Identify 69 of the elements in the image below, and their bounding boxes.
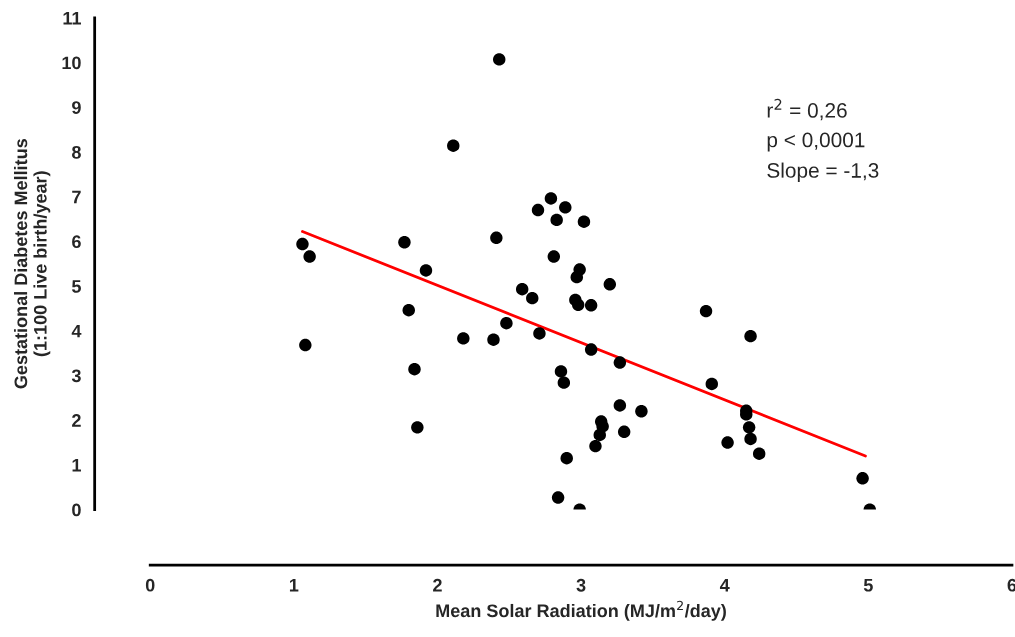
x-tick-label: 3 [576, 578, 586, 592]
point [550, 213, 563, 227]
point [408, 363, 421, 376]
point [398, 236, 411, 249]
point [402, 304, 415, 317]
annotation: Slope = -1,3 [767, 162, 879, 182]
point [577, 215, 591, 228]
point [589, 439, 602, 453]
point [296, 237, 309, 251]
point [593, 428, 606, 442]
y-tick-label: 4 [71, 324, 82, 338]
point [603, 278, 617, 291]
point [742, 421, 756, 434]
y-tick-label: 3 [71, 369, 81, 383]
x-tick-label: 2 [433, 578, 442, 592]
point [544, 192, 558, 205]
x-tick-label: 0 [145, 578, 155, 592]
point [411, 421, 424, 434]
point [705, 377, 718, 391]
y-tick-label: 5 [71, 280, 81, 293]
point [515, 282, 529, 296]
point [721, 436, 734, 449]
y-tick-label: 8 [72, 145, 81, 159]
point [493, 53, 506, 66]
y-tick-label: 6 [72, 235, 81, 249]
point [547, 250, 561, 263]
point [752, 447, 766, 460]
point [584, 343, 598, 356]
y-tick-label: 10 [62, 56, 81, 70]
point [554, 365, 568, 378]
x-tick-label: 5 [863, 579, 873, 592]
annotation: p < 0,0001 [767, 132, 865, 152]
point [635, 405, 648, 418]
y-axis-title: Gestational Diabetes Mellitus (1:100 Live birth/year) [14, 139, 51, 389]
point [490, 231, 503, 244]
point [551, 491, 565, 504]
point [856, 472, 869, 485]
point [559, 201, 572, 214]
point [500, 316, 513, 330]
x-axis-title: Mean Solar Radiation (MJ/m$^{2}$/day) [436, 600, 726, 621]
point [584, 299, 598, 312]
y-tick-label: 1 [72, 459, 81, 472]
point [617, 425, 631, 439]
point [560, 451, 573, 465]
x-tick-label: 4 [719, 579, 730, 592]
point [526, 291, 539, 305]
x-tick-label: 1 [289, 579, 299, 592]
point [487, 333, 500, 346]
point [419, 264, 433, 277]
point [744, 432, 757, 446]
point [299, 338, 312, 352]
point [744, 329, 757, 343]
point [447, 139, 460, 152]
y-tick-label: 2 [72, 414, 81, 427]
point [699, 304, 713, 318]
point [613, 356, 627, 369]
y-tick-label: 9 [72, 101, 81, 114]
point [531, 203, 545, 217]
y-tick-label: 7 [72, 190, 81, 204]
point [572, 298, 585, 312]
point [557, 376, 571, 389]
y-tick-label: 0 [72, 503, 81, 517]
point [303, 250, 316, 263]
point [457, 332, 470, 345]
point [533, 327, 546, 340]
y-tick-label: 11 [63, 11, 81, 25]
point [613, 399, 627, 412]
point [570, 270, 583, 284]
annotation: r$^{2}$ = 0,26 [767, 98, 847, 121]
